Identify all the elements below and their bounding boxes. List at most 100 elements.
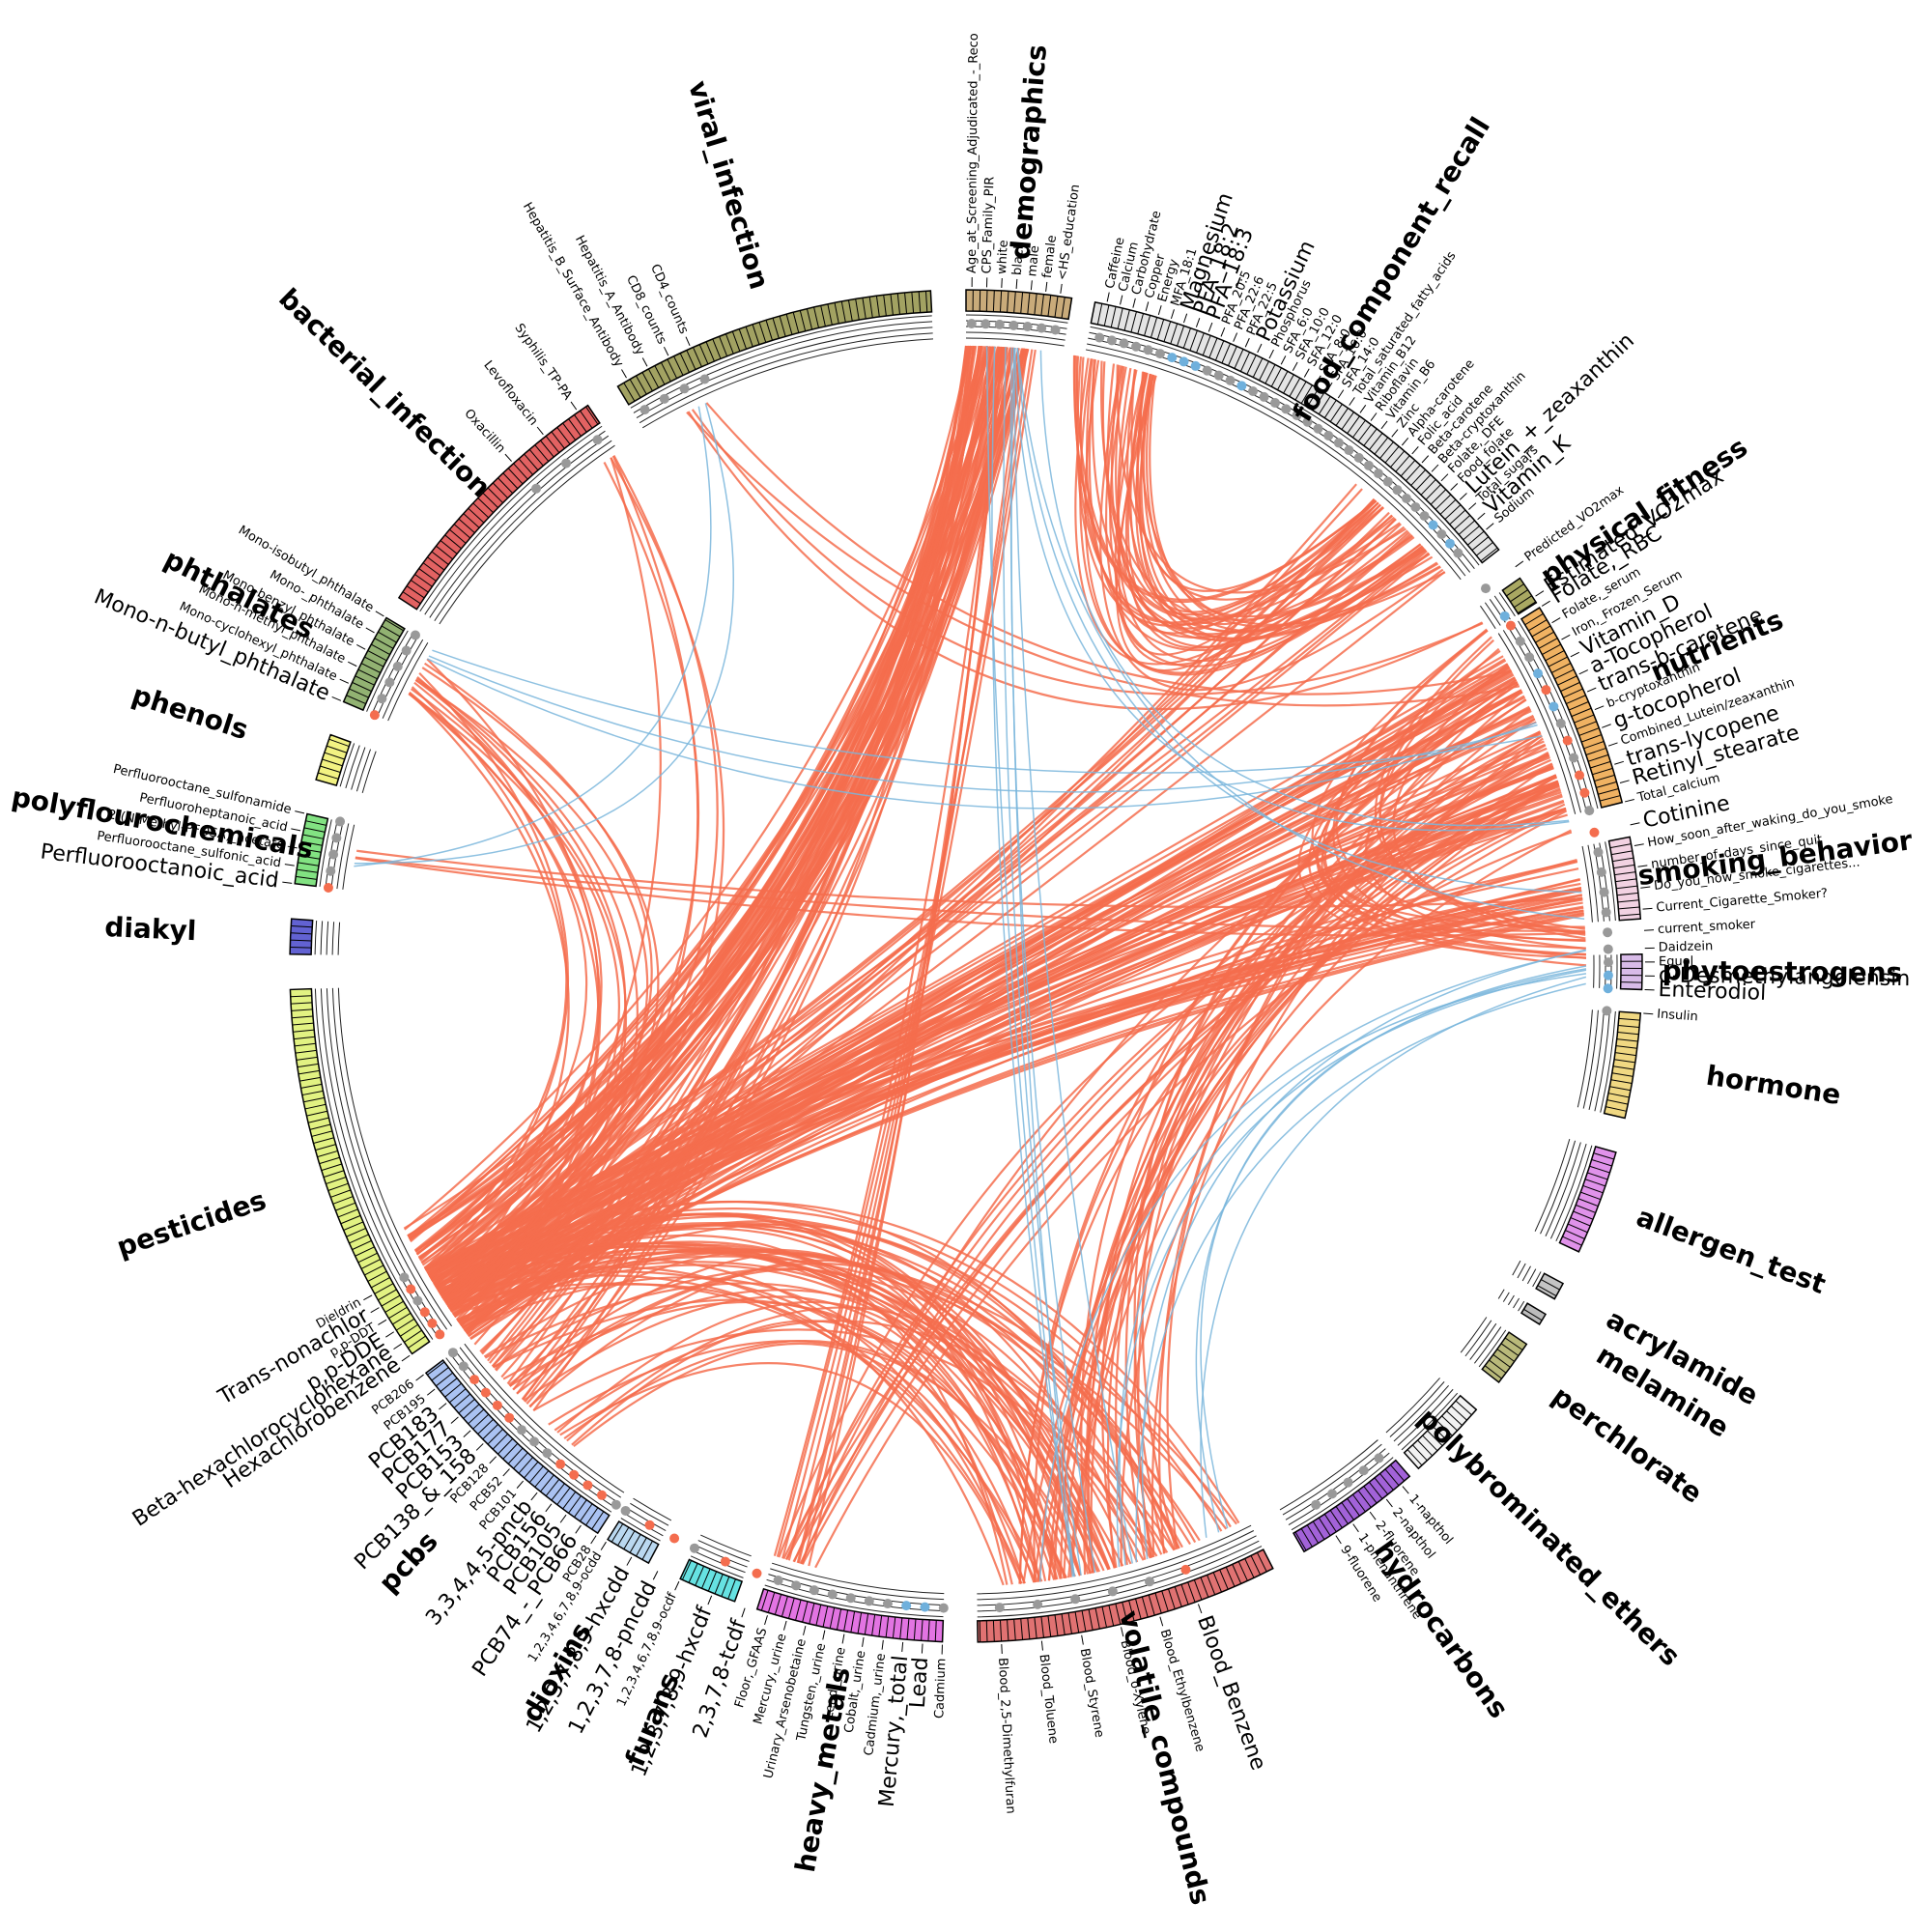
sector-tick bbox=[705, 341, 715, 362]
sector-tick bbox=[1467, 530, 1485, 546]
track bbox=[1502, 630, 1581, 813]
sector-tick bbox=[1013, 1619, 1016, 1641]
link bbox=[1085, 774, 1557, 1574]
sector-tick bbox=[551, 431, 565, 449]
leader bbox=[862, 1636, 865, 1647]
sector-tick bbox=[899, 1617, 903, 1639]
track bbox=[1473, 1326, 1502, 1364]
link bbox=[1116, 969, 1587, 1568]
sector-tick bbox=[311, 1130, 333, 1137]
sector-tick bbox=[1613, 1059, 1635, 1064]
sector-box bbox=[289, 987, 431, 1355]
sector-tick bbox=[806, 308, 813, 330]
sector-tick bbox=[1323, 1514, 1337, 1533]
sector-tick bbox=[1601, 802, 1623, 809]
sector-title: demographics bbox=[1005, 43, 1053, 261]
track bbox=[770, 1568, 945, 1601]
sector-tick bbox=[297, 1063, 319, 1068]
sector-tick bbox=[1335, 1506, 1349, 1524]
link bbox=[354, 406, 712, 867]
sector-tick bbox=[1148, 1594, 1155, 1616]
sector-tick bbox=[1571, 707, 1592, 718]
link bbox=[463, 1276, 1036, 1583]
sector-tick bbox=[1582, 1184, 1604, 1194]
dot bbox=[827, 1589, 838, 1600]
dot bbox=[1225, 375, 1236, 385]
sector-tick bbox=[1484, 1365, 1502, 1379]
sector-tick bbox=[1573, 1210, 1594, 1220]
dot bbox=[1453, 548, 1463, 558]
dot bbox=[1602, 1006, 1612, 1016]
track bbox=[464, 1343, 625, 1493]
dot bbox=[1213, 370, 1224, 381]
sector-tick bbox=[992, 290, 995, 312]
link bbox=[793, 698, 1527, 1563]
sector-tick bbox=[1567, 1223, 1588, 1234]
leader bbox=[426, 1388, 436, 1396]
sector-tick bbox=[328, 738, 350, 748]
sector-tick bbox=[641, 1541, 653, 1560]
leader bbox=[1001, 1644, 1003, 1655]
sector-tick bbox=[647, 368, 660, 388]
dot bbox=[980, 319, 991, 329]
link bbox=[691, 409, 1484, 696]
sector-tick bbox=[298, 855, 321, 860]
variable-label: Insulin bbox=[1657, 1008, 1699, 1025]
leader bbox=[803, 1625, 807, 1635]
dot bbox=[399, 1272, 410, 1283]
track bbox=[977, 1535, 1257, 1606]
sector-tick bbox=[453, 524, 471, 539]
link bbox=[460, 457, 662, 1327]
sector-tick bbox=[1250, 1555, 1262, 1576]
track bbox=[1534, 1139, 1571, 1232]
track bbox=[1460, 1317, 1488, 1353]
link bbox=[430, 1208, 1232, 1528]
sector-tick bbox=[1352, 419, 1366, 439]
sector-tick bbox=[1589, 1165, 1610, 1174]
sector-tick bbox=[1363, 1486, 1378, 1504]
leader bbox=[370, 1307, 380, 1314]
track bbox=[977, 1524, 1252, 1595]
link bbox=[785, 782, 1560, 1561]
dot bbox=[620, 1505, 631, 1516]
sector-tick bbox=[318, 772, 339, 780]
sector-title: pesticides bbox=[113, 1184, 270, 1264]
sector-tick bbox=[349, 1234, 369, 1244]
sector-tick bbox=[545, 436, 560, 453]
track bbox=[1480, 605, 1496, 630]
sector-tick bbox=[406, 585, 425, 599]
dot bbox=[809, 1585, 819, 1596]
leader bbox=[1349, 397, 1355, 406]
sector-box bbox=[1520, 1302, 1548, 1325]
sector-tick bbox=[301, 1090, 324, 1096]
dot bbox=[412, 1295, 423, 1306]
sector-tick bbox=[1611, 850, 1633, 856]
sector-tick bbox=[1576, 1204, 1596, 1213]
link bbox=[432, 649, 1543, 774]
leader bbox=[1634, 843, 1644, 847]
sector-tick bbox=[1616, 1038, 1638, 1042]
sector-tick bbox=[924, 291, 928, 313]
sector-tick bbox=[291, 1009, 313, 1011]
sector-tick bbox=[402, 591, 421, 605]
track bbox=[337, 922, 341, 955]
track bbox=[977, 1530, 1255, 1601]
dot bbox=[1050, 325, 1061, 335]
dot bbox=[994, 1603, 1005, 1613]
leader bbox=[1292, 361, 1298, 371]
sector-tick bbox=[813, 306, 819, 328]
sector-tick bbox=[507, 468, 524, 485]
sector-tick bbox=[1154, 1592, 1162, 1614]
sector-tick bbox=[698, 344, 709, 365]
sector-tick bbox=[829, 1607, 836, 1629]
sector-tick bbox=[623, 1530, 636, 1550]
sector-tick bbox=[381, 1294, 401, 1307]
sector-tick bbox=[427, 556, 445, 571]
link bbox=[355, 856, 1585, 932]
sector-tick bbox=[1412, 1444, 1428, 1462]
sector-tick bbox=[707, 1571, 718, 1592]
dot bbox=[1248, 386, 1259, 397]
sector-tick bbox=[367, 650, 387, 662]
link bbox=[1047, 730, 1541, 1581]
track bbox=[1389, 1381, 1445, 1437]
